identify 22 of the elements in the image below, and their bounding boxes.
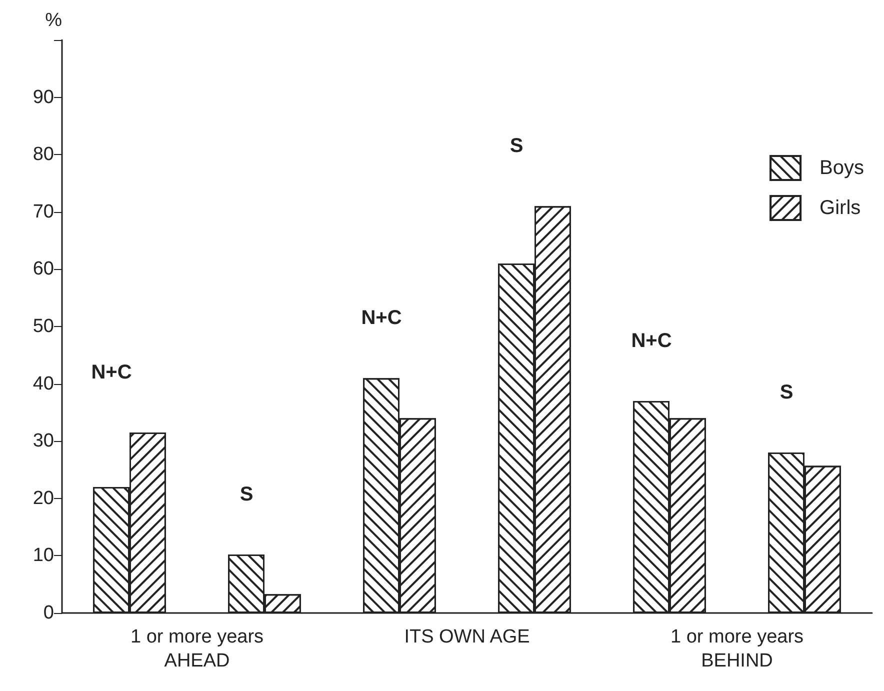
y-tick-label: 90 <box>32 86 54 108</box>
x-tick-label: ITS OWN AGE <box>404 626 530 648</box>
y-axis-title: % <box>45 10 62 31</box>
y-tick-label: 50 <box>32 316 54 337</box>
y-tick-label: 70 <box>32 201 54 222</box>
annotation: N+C <box>91 362 132 384</box>
y-tick-label: 0 <box>43 602 54 624</box>
y-tick-label: 80 <box>32 144 54 166</box>
y-tick-label: 40 <box>32 373 54 394</box>
legend-label: Girls <box>820 197 861 219</box>
annotation: S <box>510 135 524 158</box>
y-tick-label: 10 <box>32 545 54 566</box>
y-tick-label: 30 <box>32 430 54 452</box>
annotation: S <box>780 382 794 404</box>
y-tick-label: 20 <box>32 488 54 509</box>
y-tick-label: 60 <box>32 258 54 280</box>
legend-label: Boys <box>820 157 864 179</box>
annotation: N+C <box>631 330 672 352</box>
x-tick-label: 1 or more years BEHIND <box>670 626 804 672</box>
annotation: N+C <box>361 307 402 330</box>
annotation: S <box>240 484 254 506</box>
x-tick-label: 1 or more years AHEAD <box>130 626 264 672</box>
